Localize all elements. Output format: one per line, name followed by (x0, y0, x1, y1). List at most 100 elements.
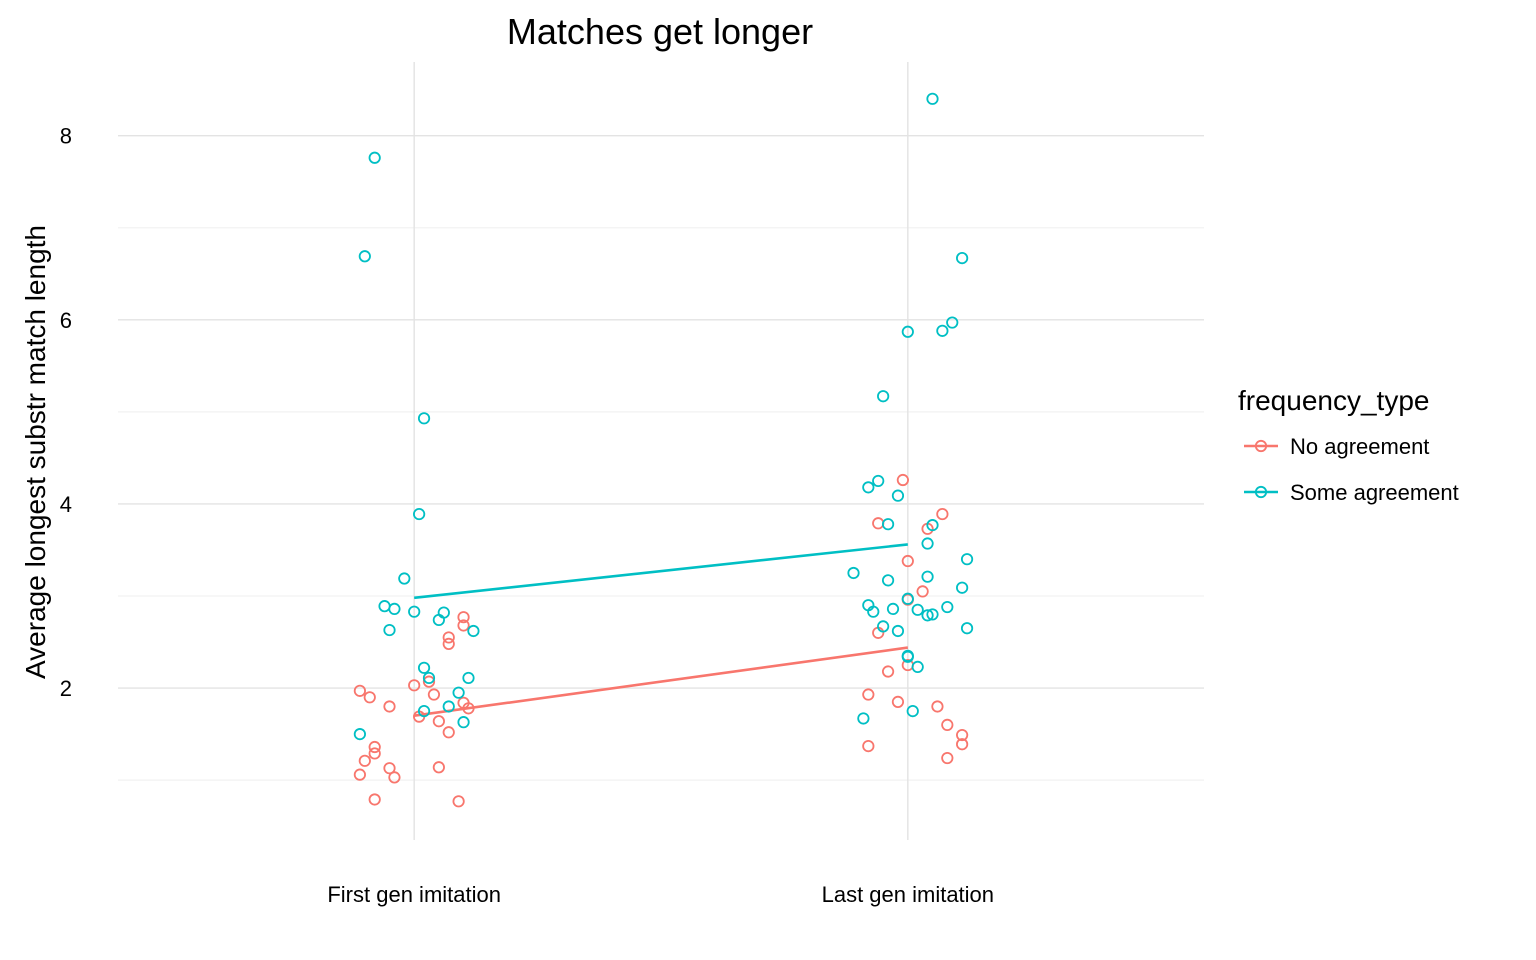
y-tick-label: 8 (60, 124, 72, 149)
data-point (881, 518, 895, 531)
legend-label: No agreement (1290, 434, 1429, 459)
data-point (872, 517, 885, 530)
data-point (956, 581, 969, 594)
legend-label: Some agreement (1290, 480, 1459, 505)
data-point (911, 660, 924, 674)
data-point (383, 700, 396, 713)
data-point (398, 572, 411, 585)
chart-title: Matches get longer (507, 11, 813, 52)
series-some-agreement (353, 92, 974, 741)
data-point (877, 390, 890, 403)
data-point (353, 684, 366, 697)
data-point (906, 705, 919, 718)
data-point (886, 602, 900, 616)
data-point (877, 620, 890, 633)
data-point (956, 252, 969, 265)
data-point (867, 605, 880, 618)
data-point (926, 92, 939, 105)
series-layer (353, 92, 974, 808)
data-point (862, 739, 875, 753)
mean-trend-line (414, 543, 908, 600)
data-point (378, 600, 391, 613)
data-point (936, 324, 949, 337)
data-point (383, 762, 396, 775)
grid (118, 62, 1204, 840)
y-tick-label: 2 (60, 676, 72, 701)
legend: frequency_type No agreement Some agreemen… (1238, 385, 1459, 505)
y-axis-title: Average longest substr match length (20, 225, 51, 679)
data-point (437, 606, 450, 619)
data-point (872, 474, 885, 488)
data-point (442, 726, 455, 739)
data-point (881, 574, 895, 587)
data-point (388, 771, 401, 784)
data-point (941, 751, 954, 765)
x-tick-label: Last gen imitation (822, 882, 994, 907)
data-point (368, 151, 381, 164)
data-point (457, 716, 470, 729)
data-point (901, 650, 914, 663)
data-point (931, 700, 944, 713)
data-point (960, 553, 974, 566)
data-point (442, 700, 455, 713)
data-point (921, 609, 934, 622)
data-point (353, 768, 366, 781)
data-point (936, 507, 949, 521)
data-point (881, 665, 895, 678)
data-point (422, 671, 436, 685)
data-point (960, 622, 974, 635)
mean-trend-line (414, 646, 908, 717)
data-point (452, 686, 465, 699)
data-point (358, 250, 371, 263)
data-point (408, 605, 421, 618)
data-point (896, 473, 909, 487)
data-point (408, 679, 421, 692)
data-point (926, 519, 939, 532)
data-point (363, 691, 376, 704)
data-point (956, 738, 969, 751)
data-point (911, 603, 924, 616)
legend-title: frequency_type (1238, 385, 1429, 416)
data-point (901, 325, 914, 338)
data-point (891, 695, 905, 708)
legend-key-point (1254, 485, 1268, 499)
data-point (368, 747, 381, 760)
data-point (413, 507, 426, 521)
data-point (862, 481, 875, 494)
y-tick-label: 6 (60, 308, 72, 333)
data-point (956, 728, 969, 742)
data-point (857, 712, 870, 725)
data-point (368, 793, 381, 806)
data-point (901, 592, 914, 605)
data-point (442, 637, 455, 650)
data-point (442, 631, 455, 644)
x-tick-label: First gen imitation (327, 882, 501, 907)
legend-key-point (1254, 439, 1268, 453)
data-point (452, 795, 465, 808)
data-point (916, 585, 929, 598)
data-point (891, 624, 905, 638)
data-point (457, 611, 470, 624)
data-point (847, 566, 860, 580)
data-point (941, 600, 954, 614)
data-point (926, 608, 939, 621)
data-point (432, 761, 445, 774)
data-point (358, 754, 371, 767)
data-point (417, 412, 431, 425)
data-point (368, 740, 381, 754)
data-point (417, 705, 431, 718)
data-point (467, 624, 480, 638)
data-point (383, 623, 396, 637)
data-point (921, 537, 934, 550)
data-point (921, 570, 934, 583)
data-point (417, 661, 431, 674)
data-point (941, 718, 954, 732)
data-point (862, 688, 875, 701)
data-point (462, 671, 475, 685)
y-tick-label: 4 (60, 492, 72, 517)
data-point (432, 613, 445, 627)
series-no-agreement (353, 473, 969, 808)
data-point (946, 316, 959, 329)
data-point (432, 715, 445, 728)
